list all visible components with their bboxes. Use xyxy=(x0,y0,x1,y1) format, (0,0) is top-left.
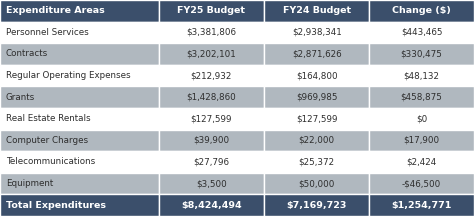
Text: $3,202,101: $3,202,101 xyxy=(187,49,236,59)
Bar xyxy=(264,108,369,130)
Text: $443,465: $443,465 xyxy=(401,28,442,37)
Text: $2,938,341: $2,938,341 xyxy=(292,28,341,37)
Bar xyxy=(0,108,159,130)
Bar xyxy=(159,173,264,194)
Bar xyxy=(159,86,264,108)
Text: Personnel Services: Personnel Services xyxy=(6,28,89,37)
Bar xyxy=(264,130,369,151)
Bar xyxy=(159,43,264,65)
Text: FY24 Budget: FY24 Budget xyxy=(283,6,351,15)
Text: Grants: Grants xyxy=(6,93,35,102)
Text: $48,132: $48,132 xyxy=(404,71,439,80)
Text: Equipment: Equipment xyxy=(6,179,53,188)
Text: $2,424: $2,424 xyxy=(407,157,437,167)
Bar xyxy=(369,0,474,22)
Bar xyxy=(369,22,474,43)
Text: Expenditure Areas: Expenditure Areas xyxy=(6,6,104,15)
Bar xyxy=(264,65,369,86)
Bar xyxy=(159,0,264,22)
Bar xyxy=(0,194,159,216)
Text: $330,475: $330,475 xyxy=(401,49,443,59)
Text: $17,900: $17,900 xyxy=(403,136,440,145)
Bar xyxy=(369,151,474,173)
Bar xyxy=(264,173,369,194)
Text: $969,985: $969,985 xyxy=(296,93,337,102)
Text: $50,000: $50,000 xyxy=(299,179,335,188)
Bar xyxy=(264,151,369,173)
Text: $25,372: $25,372 xyxy=(299,157,335,167)
Text: $127,599: $127,599 xyxy=(191,114,232,123)
Text: $212,932: $212,932 xyxy=(191,71,232,80)
Bar xyxy=(159,22,264,43)
Text: $127,599: $127,599 xyxy=(296,114,337,123)
Bar xyxy=(369,194,474,216)
Text: Change ($): Change ($) xyxy=(392,6,451,15)
Bar xyxy=(369,108,474,130)
Text: $22,000: $22,000 xyxy=(299,136,335,145)
Text: $0: $0 xyxy=(416,114,427,123)
Bar xyxy=(159,194,264,216)
Text: $3,500: $3,500 xyxy=(196,179,227,188)
Text: Regular Operating Expenses: Regular Operating Expenses xyxy=(6,71,130,80)
Text: Computer Charges: Computer Charges xyxy=(6,136,88,145)
Bar xyxy=(0,43,159,65)
Text: $164,800: $164,800 xyxy=(296,71,337,80)
Bar xyxy=(0,151,159,173)
Bar xyxy=(369,130,474,151)
Text: $39,900: $39,900 xyxy=(193,136,229,145)
Bar xyxy=(369,173,474,194)
Text: $458,875: $458,875 xyxy=(401,93,443,102)
Text: Total Expenditures: Total Expenditures xyxy=(6,201,106,210)
Bar xyxy=(0,86,159,108)
Text: Telecommunications: Telecommunications xyxy=(6,157,95,167)
Text: $2,871,626: $2,871,626 xyxy=(292,49,341,59)
Bar xyxy=(369,86,474,108)
Bar xyxy=(159,130,264,151)
Bar xyxy=(159,65,264,86)
Text: $8,424,494: $8,424,494 xyxy=(181,201,242,210)
Bar xyxy=(159,151,264,173)
Bar xyxy=(369,43,474,65)
Text: $27,796: $27,796 xyxy=(193,157,229,167)
Bar xyxy=(159,108,264,130)
Bar xyxy=(0,22,159,43)
Text: -$46,500: -$46,500 xyxy=(402,179,441,188)
Bar xyxy=(264,0,369,22)
Text: $1,254,771: $1,254,771 xyxy=(392,201,452,210)
Text: $3,381,806: $3,381,806 xyxy=(186,28,237,37)
Bar xyxy=(0,173,159,194)
Text: $7,169,723: $7,169,723 xyxy=(286,201,347,210)
Text: Contracts: Contracts xyxy=(6,49,48,59)
Text: FY25 Budget: FY25 Budget xyxy=(177,6,246,15)
Bar xyxy=(264,86,369,108)
Text: Real Estate Rentals: Real Estate Rentals xyxy=(6,114,91,123)
Bar xyxy=(0,65,159,86)
Bar xyxy=(264,194,369,216)
Bar xyxy=(0,130,159,151)
Bar xyxy=(264,22,369,43)
Bar xyxy=(369,65,474,86)
Bar xyxy=(0,0,159,22)
Bar xyxy=(264,43,369,65)
Text: $1,428,860: $1,428,860 xyxy=(187,93,236,102)
